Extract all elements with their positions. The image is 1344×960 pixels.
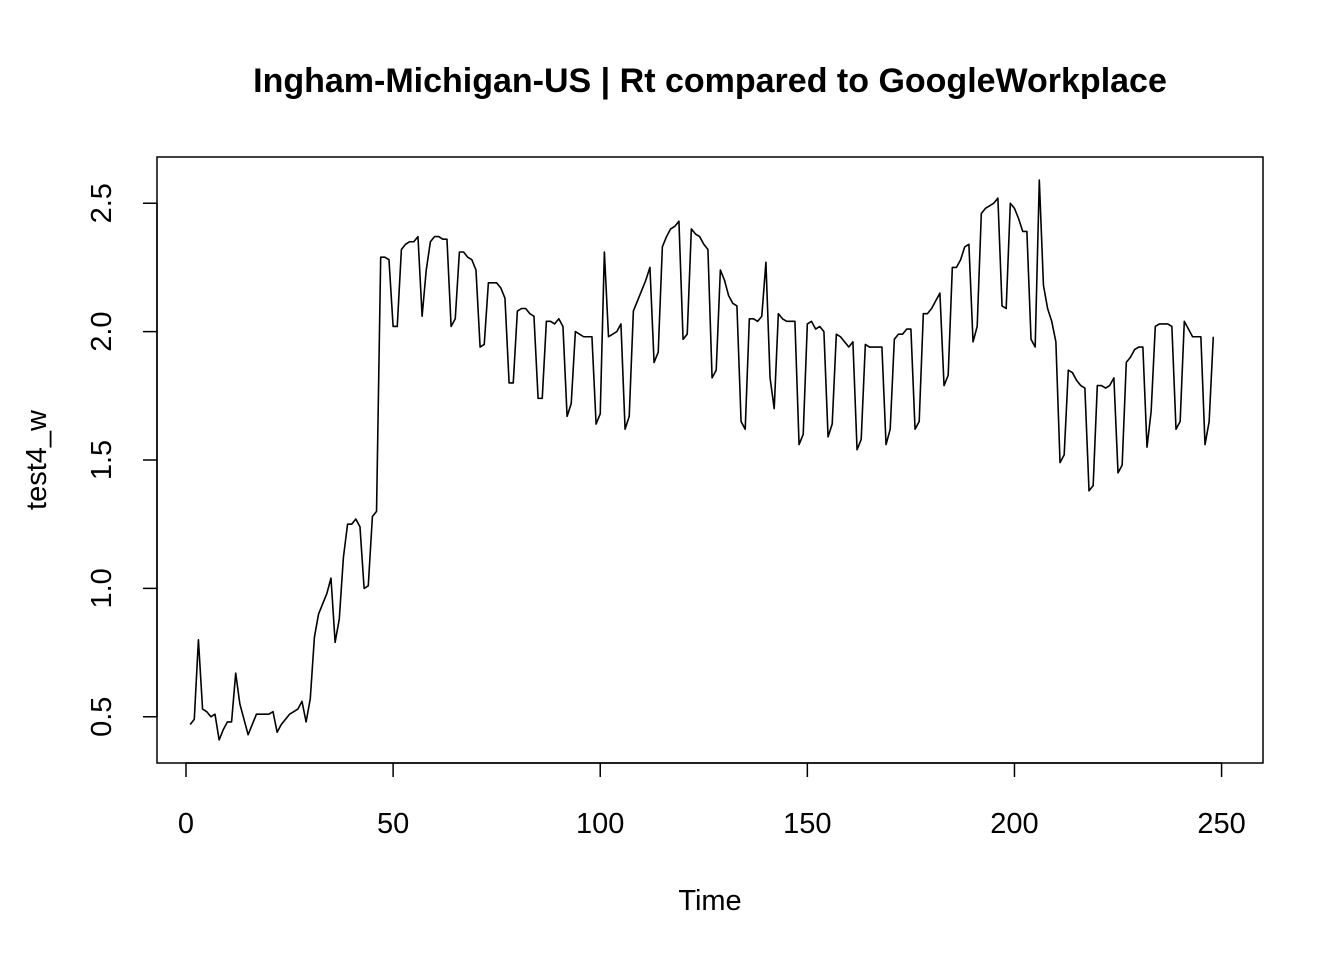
x-tick-label: 50: [377, 808, 409, 840]
plot-frame: [156, 156, 1264, 764]
y-tick-label: 1.5: [86, 440, 118, 480]
y-axis: 0.5 1.0 1.5 2.0 2.5: [86, 183, 158, 737]
y-axis-label: test4_w: [21, 409, 53, 510]
y-tick-label: 2.5: [86, 183, 118, 223]
x-tick-label: 250: [1197, 808, 1245, 840]
series-line-1: [189, 179, 1215, 741]
chart-title: Ingham-Michigan-US | Rt compared to Goog…: [253, 62, 1167, 100]
x-tick-label: 150: [783, 808, 831, 840]
y-tick-label: 1.0: [86, 568, 118, 608]
x-axis: 0 50 100 150 200 250: [178, 762, 1246, 840]
x-tick-label: 0: [178, 808, 194, 840]
series-layer: [189, 179, 1215, 741]
y-tick-label: 0.5: [86, 697, 118, 737]
x-tick-label: 100: [576, 808, 624, 840]
x-axis-label: Time: [678, 885, 741, 917]
y-tick-label: 2.0: [86, 311, 118, 351]
x-tick-label: 200: [990, 808, 1038, 840]
